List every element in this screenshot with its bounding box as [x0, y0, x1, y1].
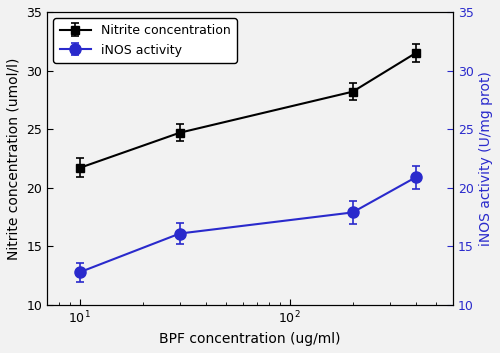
Legend: Nitrite concentration, iNOS activity: Nitrite concentration, iNOS activity [54, 18, 237, 63]
Y-axis label: iNOS activity (U/mg prot): iNOS activity (U/mg prot) [479, 71, 493, 246]
X-axis label: BPF concentration (ug/ml): BPF concentration (ug/ml) [160, 332, 341, 346]
Y-axis label: Nitrite concentration (umol/l): Nitrite concentration (umol/l) [7, 57, 21, 260]
